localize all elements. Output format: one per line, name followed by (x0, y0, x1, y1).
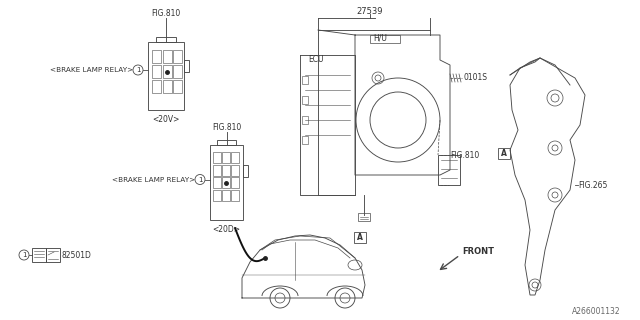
Text: 0101S: 0101S (464, 74, 488, 83)
Text: 27539: 27539 (356, 7, 383, 17)
Text: <BRAKE LAMP RELAY>: <BRAKE LAMP RELAY> (112, 177, 195, 182)
Text: 1: 1 (136, 67, 140, 73)
Bar (217, 140, 236, 145)
Text: FIG.810: FIG.810 (212, 124, 241, 132)
Circle shape (195, 174, 205, 185)
Text: <20D>: <20D> (212, 225, 241, 234)
Bar (438, 155, 460, 185)
Bar (302, 96, 308, 104)
Circle shape (19, 250, 29, 260)
Bar (152, 80, 161, 93)
Bar (156, 37, 176, 42)
Bar (358, 213, 370, 221)
Bar (222, 152, 230, 163)
Circle shape (133, 65, 143, 75)
Bar (213, 152, 221, 163)
Text: FIG.810: FIG.810 (450, 150, 479, 159)
Bar (222, 177, 230, 188)
Bar (32, 248, 46, 262)
Bar (213, 189, 221, 201)
Bar (354, 232, 366, 243)
Text: 1: 1 (22, 252, 26, 258)
Bar (232, 152, 239, 163)
Text: FIG.265: FIG.265 (578, 180, 607, 189)
Text: <BRAKE LAMP RELAY>: <BRAKE LAMP RELAY> (50, 67, 133, 73)
Text: H/U: H/U (373, 34, 387, 43)
Text: 82501D: 82501D (62, 251, 92, 260)
Bar (184, 60, 189, 72)
Bar (163, 50, 172, 63)
Bar (232, 189, 239, 201)
Text: A266001132: A266001132 (572, 307, 621, 316)
Bar (210, 145, 243, 220)
Bar (152, 65, 161, 78)
Bar (222, 189, 230, 201)
Bar (46, 248, 60, 262)
Bar (152, 50, 161, 63)
Text: FIG.810: FIG.810 (152, 10, 180, 19)
Text: A: A (357, 233, 363, 242)
Bar (302, 116, 308, 124)
Text: ECU: ECU (308, 55, 323, 65)
Text: FRONT: FRONT (462, 247, 494, 257)
Bar (213, 164, 221, 175)
Text: 1: 1 (198, 177, 202, 182)
Bar (232, 164, 239, 175)
Bar (232, 177, 239, 188)
Bar (243, 165, 248, 177)
Bar (302, 76, 308, 84)
Bar (163, 80, 172, 93)
Bar (370, 35, 400, 43)
Bar (173, 80, 182, 93)
Text: A: A (501, 149, 507, 158)
Bar (302, 136, 308, 144)
Bar (222, 164, 230, 175)
Bar (163, 65, 172, 78)
Text: <20V>: <20V> (152, 115, 180, 124)
Bar (173, 50, 182, 63)
Bar (148, 42, 184, 110)
Bar (498, 148, 510, 159)
Bar (213, 177, 221, 188)
Bar (173, 65, 182, 78)
